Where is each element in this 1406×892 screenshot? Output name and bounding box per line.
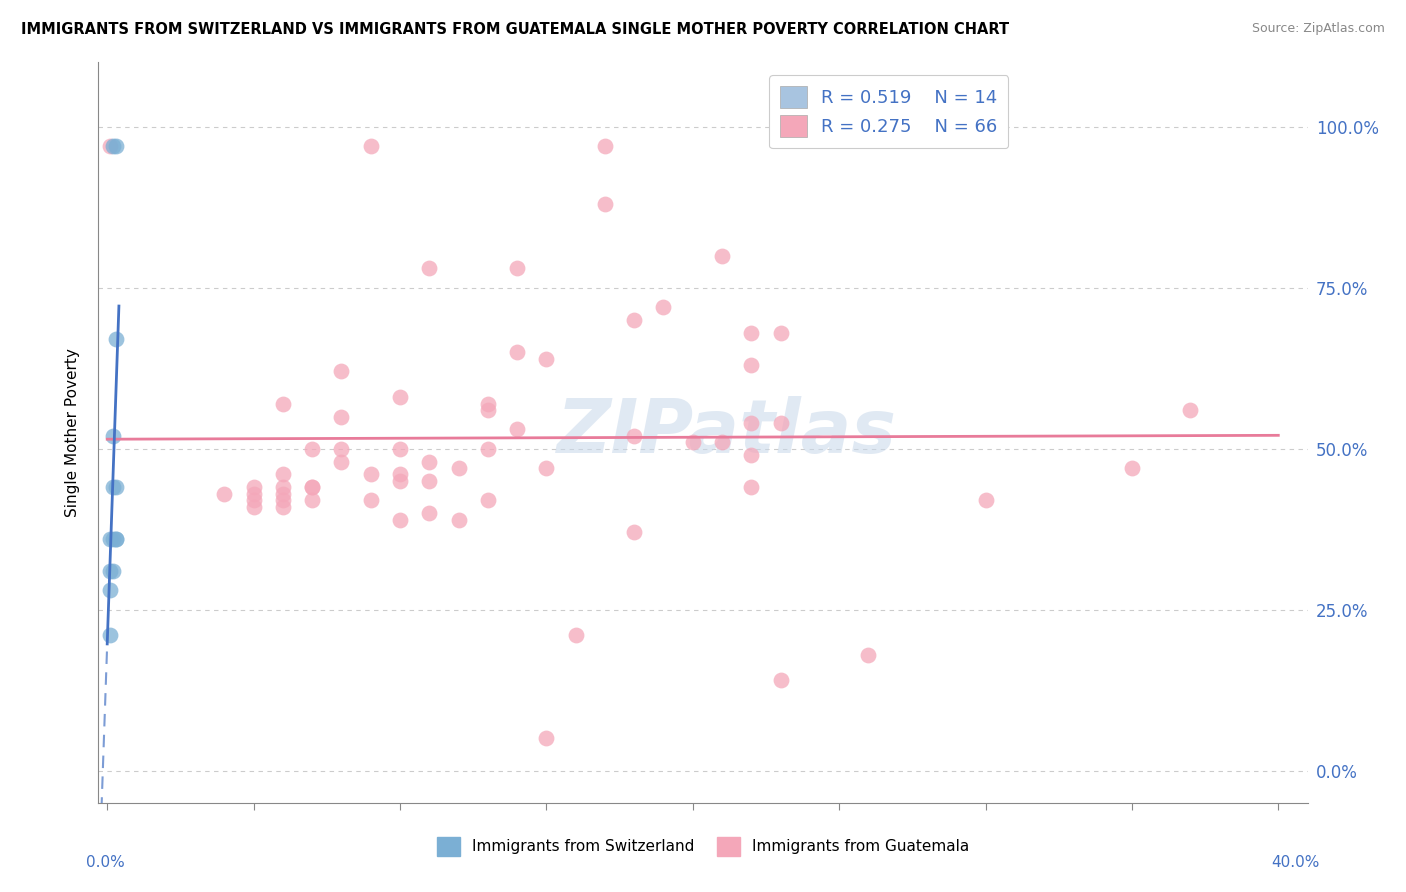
Point bbox=[242, 493, 264, 508]
Point bbox=[242, 500, 264, 514]
Point bbox=[271, 500, 294, 514]
Text: IMMIGRANTS FROM SWITZERLAND VS IMMIGRANTS FROM GUATEMALA SINGLE MOTHER POVERTY C: IMMIGRANTS FROM SWITZERLAND VS IMMIGRANT… bbox=[21, 22, 1010, 37]
Point bbox=[447, 512, 470, 526]
Legend: Immigrants from Switzerland, Immigrants from Guatemala: Immigrants from Switzerland, Immigrants … bbox=[430, 831, 976, 862]
Point bbox=[740, 448, 762, 462]
Point bbox=[388, 467, 411, 482]
Point bbox=[98, 583, 121, 598]
Point bbox=[536, 351, 558, 366]
Point bbox=[330, 364, 353, 378]
Point bbox=[98, 139, 121, 153]
Point bbox=[388, 474, 411, 488]
Point bbox=[974, 493, 997, 508]
Point bbox=[477, 403, 499, 417]
Point bbox=[104, 532, 127, 546]
Point bbox=[301, 480, 323, 494]
Point bbox=[447, 461, 470, 475]
Text: 40.0%: 40.0% bbox=[1271, 855, 1320, 870]
Point bbox=[98, 628, 121, 642]
Point bbox=[593, 139, 616, 153]
Point bbox=[623, 313, 645, 327]
Point bbox=[418, 506, 440, 520]
Text: Source: ZipAtlas.com: Source: ZipAtlas.com bbox=[1251, 22, 1385, 36]
Point bbox=[593, 197, 616, 211]
Point bbox=[330, 454, 353, 468]
Point bbox=[740, 416, 762, 430]
Point bbox=[388, 442, 411, 456]
Point bbox=[98, 564, 121, 578]
Point bbox=[330, 409, 353, 424]
Point bbox=[711, 249, 734, 263]
Point bbox=[301, 480, 323, 494]
Point bbox=[418, 261, 440, 276]
Text: 0.0%: 0.0% bbox=[86, 855, 125, 870]
Point bbox=[101, 139, 124, 153]
Point bbox=[242, 480, 264, 494]
Point bbox=[477, 493, 499, 508]
Point bbox=[104, 332, 127, 346]
Point bbox=[98, 532, 121, 546]
Point bbox=[388, 390, 411, 404]
Point bbox=[769, 416, 792, 430]
Point bbox=[101, 564, 124, 578]
Point bbox=[271, 467, 294, 482]
Point bbox=[711, 435, 734, 450]
Point bbox=[506, 345, 529, 359]
Point bbox=[301, 442, 323, 456]
Point bbox=[536, 461, 558, 475]
Point bbox=[104, 480, 127, 494]
Point bbox=[740, 358, 762, 372]
Point bbox=[101, 532, 124, 546]
Point bbox=[477, 397, 499, 411]
Point bbox=[623, 525, 645, 540]
Point bbox=[477, 442, 499, 456]
Point bbox=[564, 628, 586, 642]
Point bbox=[740, 326, 762, 340]
Point bbox=[214, 487, 236, 501]
Point bbox=[330, 442, 353, 456]
Point bbox=[271, 397, 294, 411]
Point bbox=[652, 300, 675, 314]
Point bbox=[101, 480, 124, 494]
Point bbox=[271, 493, 294, 508]
Point bbox=[536, 731, 558, 746]
Point bbox=[682, 435, 704, 450]
Point bbox=[740, 480, 762, 494]
Point bbox=[506, 422, 529, 436]
Point bbox=[104, 532, 127, 546]
Point bbox=[360, 467, 382, 482]
Point bbox=[769, 673, 792, 688]
Point bbox=[301, 493, 323, 508]
Point bbox=[506, 261, 529, 276]
Point bbox=[271, 480, 294, 494]
Point bbox=[769, 326, 792, 340]
Point bbox=[1121, 461, 1143, 475]
Text: ZIPatlas: ZIPatlas bbox=[557, 396, 897, 469]
Point bbox=[418, 474, 440, 488]
Point bbox=[623, 429, 645, 443]
Point bbox=[418, 454, 440, 468]
Point bbox=[360, 139, 382, 153]
Point bbox=[858, 648, 880, 662]
Point bbox=[1180, 403, 1202, 417]
Point bbox=[104, 139, 127, 153]
Y-axis label: Single Mother Poverty: Single Mother Poverty bbox=[65, 348, 80, 517]
Point bbox=[360, 493, 382, 508]
Point bbox=[242, 487, 264, 501]
Point bbox=[388, 512, 411, 526]
Point bbox=[101, 429, 124, 443]
Point bbox=[271, 487, 294, 501]
